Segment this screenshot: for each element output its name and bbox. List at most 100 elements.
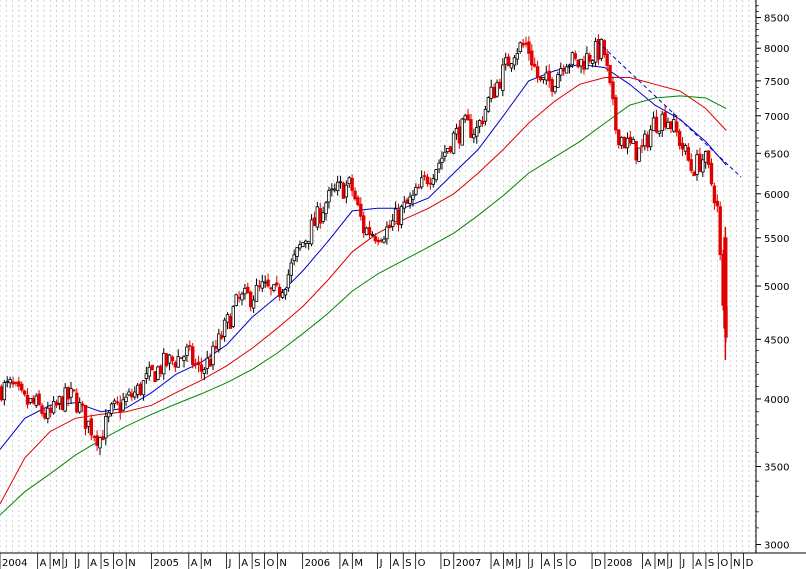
candle-up bbox=[295, 247, 299, 263]
candle-body bbox=[135, 384, 140, 395]
candle-up bbox=[382, 235, 386, 244]
candle-body bbox=[701, 159, 705, 173]
x-tick-label: M bbox=[52, 558, 61, 569]
candle-body bbox=[5, 381, 9, 383]
candle-body bbox=[292, 254, 296, 262]
y-tick-label: 6500 bbox=[764, 149, 789, 160]
candle-body bbox=[550, 79, 554, 92]
candle-down bbox=[367, 220, 372, 240]
candle-up bbox=[512, 55, 517, 70]
candle-body bbox=[101, 436, 105, 441]
candle-down bbox=[266, 273, 270, 288]
y-tick-label: 7000 bbox=[764, 112, 789, 123]
candle-body bbox=[556, 74, 560, 88]
candle-body bbox=[222, 319, 227, 337]
candle-body bbox=[385, 226, 389, 240]
x-tick-label: M bbox=[505, 558, 514, 569]
candle-down bbox=[480, 115, 485, 127]
candle-body bbox=[121, 399, 125, 411]
candle-body bbox=[350, 177, 354, 191]
candle-down bbox=[614, 94, 618, 135]
candle-body bbox=[28, 397, 33, 403]
candle-body bbox=[390, 220, 395, 227]
candle-body bbox=[272, 284, 276, 291]
candle-body bbox=[396, 209, 401, 226]
candle-up bbox=[408, 192, 412, 209]
candle-down bbox=[356, 195, 360, 207]
candle-body bbox=[689, 159, 693, 171]
candle-body bbox=[17, 381, 21, 387]
x-tick-label: N bbox=[128, 558, 135, 569]
trend-line-layer bbox=[597, 41, 742, 178]
candle-body bbox=[561, 68, 566, 72]
candle-body bbox=[193, 363, 198, 365]
candle-body bbox=[8, 379, 12, 384]
y-tick-label: 4500 bbox=[764, 335, 789, 346]
candle-down bbox=[550, 76, 554, 97]
candle-body bbox=[356, 197, 360, 205]
candle-down bbox=[0, 384, 4, 402]
candle-body bbox=[611, 81, 615, 100]
candle-down bbox=[246, 282, 250, 294]
candle-body bbox=[43, 412, 47, 419]
candle-up bbox=[475, 120, 479, 144]
candle-body bbox=[254, 284, 259, 302]
candle-body bbox=[104, 416, 108, 439]
candle-body bbox=[248, 291, 253, 308]
candle-body bbox=[150, 364, 154, 371]
candle-down bbox=[640, 138, 644, 154]
candle-up bbox=[124, 393, 128, 406]
candle-up bbox=[104, 408, 108, 446]
candle-body bbox=[173, 362, 178, 368]
candle-body bbox=[333, 188, 337, 191]
candle-down bbox=[164, 353, 169, 368]
x-tick-label: D bbox=[746, 558, 754, 569]
candle-body bbox=[541, 77, 546, 80]
candle-body bbox=[306, 241, 311, 244]
candle-body bbox=[373, 236, 378, 242]
y-tick-label: 3500 bbox=[764, 463, 789, 474]
candle-body bbox=[138, 383, 143, 395]
candle-body bbox=[654, 116, 659, 133]
candle-body bbox=[521, 42, 525, 46]
candle-up bbox=[69, 381, 73, 405]
candle-body bbox=[509, 63, 514, 69]
candle-up bbox=[109, 402, 114, 417]
candle-up bbox=[106, 410, 111, 423]
candle-body bbox=[492, 86, 496, 99]
candle-body bbox=[475, 127, 479, 137]
candle-body bbox=[153, 371, 157, 383]
candle-body bbox=[25, 394, 30, 405]
candle-down bbox=[153, 371, 157, 383]
x-tick-label: J bbox=[379, 558, 383, 569]
candle-down bbox=[715, 194, 719, 213]
candle-body bbox=[2, 382, 7, 401]
x-tick-label: 2007 bbox=[456, 558, 481, 569]
candle-up bbox=[335, 175, 340, 196]
candle-down bbox=[588, 52, 592, 64]
trend-line bbox=[597, 41, 742, 178]
candle-body bbox=[593, 41, 598, 63]
candle-body bbox=[703, 151, 708, 163]
candle-body bbox=[251, 299, 256, 309]
candle-body bbox=[46, 407, 50, 419]
candle-up bbox=[327, 186, 331, 209]
candle-body bbox=[472, 133, 476, 139]
candle-body bbox=[457, 126, 462, 144]
candle-body bbox=[530, 50, 534, 66]
candle-body bbox=[605, 53, 609, 66]
candle-body bbox=[483, 108, 488, 122]
candle-up bbox=[185, 343, 189, 362]
candle-down bbox=[72, 389, 76, 393]
candle-body bbox=[34, 395, 38, 406]
candle-body bbox=[327, 190, 331, 203]
candle-body bbox=[57, 396, 62, 404]
candle-body bbox=[564, 66, 569, 74]
candle-up bbox=[390, 214, 395, 231]
candle-body bbox=[599, 38, 604, 59]
candle-body bbox=[347, 177, 351, 185]
candle-body bbox=[335, 181, 340, 192]
candle-body bbox=[388, 224, 392, 229]
